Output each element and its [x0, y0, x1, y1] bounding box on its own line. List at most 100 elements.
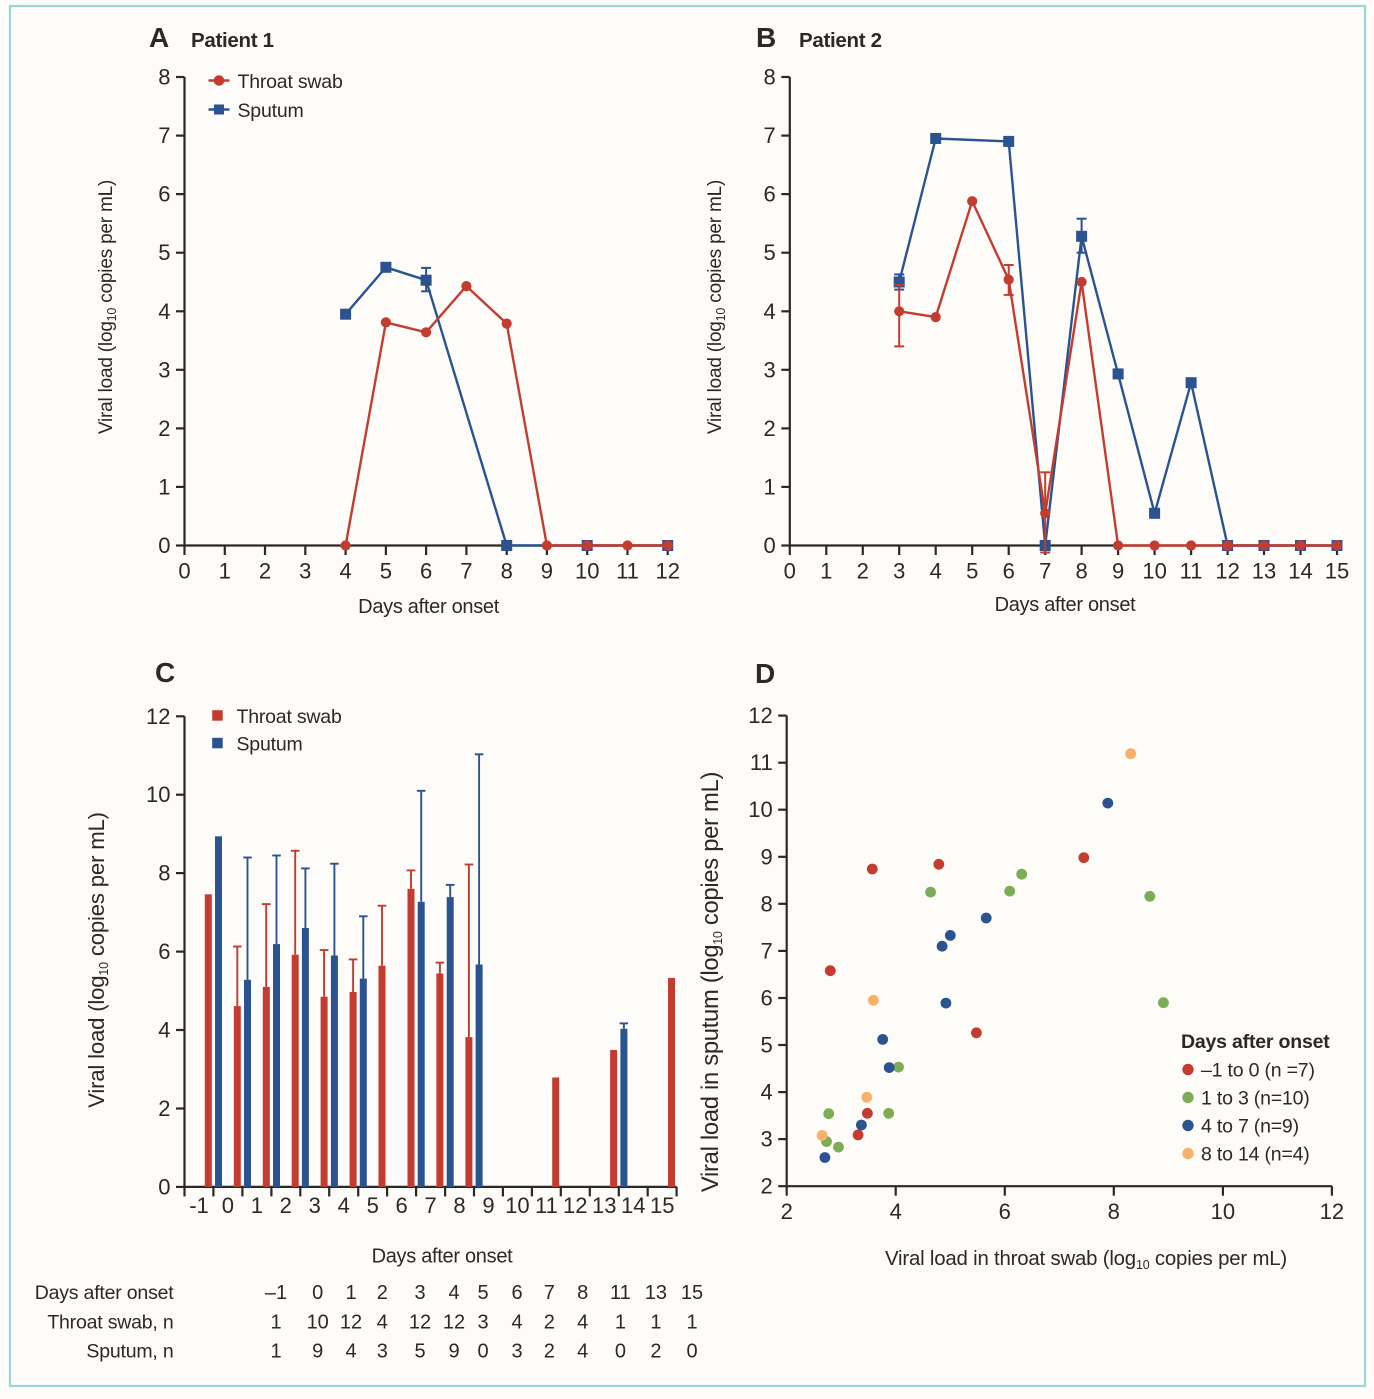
svg-text:Sputum, n: Sputum, n: [86, 1341, 173, 1363]
svg-text:0: 0: [158, 533, 170, 558]
svg-text:Throat swab: Throat swab: [238, 71, 343, 93]
svg-text:6: 6: [764, 182, 776, 207]
svg-text:2: 2: [377, 1282, 388, 1304]
svg-text:12: 12: [563, 1193, 587, 1218]
svg-text:6: 6: [999, 1199, 1011, 1224]
svg-text:Patient 2: Patient 2: [799, 29, 882, 52]
svg-text:2: 2: [650, 1341, 661, 1363]
svg-text:-1: -1: [189, 1193, 209, 1218]
svg-text:4 to 7 (n=9): 4 to 7 (n=9): [1201, 1116, 1299, 1138]
svg-text:0: 0: [764, 533, 776, 558]
svg-text:–1: –1: [265, 1282, 287, 1304]
svg-text:Viral load (log10 copies per m: Viral load (log10 copies per mL): [96, 180, 119, 434]
svg-text:3: 3: [511, 1341, 522, 1363]
svg-text:4: 4: [577, 1312, 588, 1334]
svg-text:4: 4: [345, 1341, 356, 1363]
svg-text:3: 3: [893, 559, 905, 584]
svg-text:3: 3: [158, 357, 170, 382]
svg-text:1: 1: [615, 1312, 626, 1334]
svg-text:Days after onset: Days after onset: [372, 1246, 514, 1268]
svg-text:2: 2: [764, 416, 776, 441]
svg-text:Sputum: Sputum: [237, 734, 303, 756]
svg-text:5: 5: [764, 240, 776, 265]
svg-text:Sputum: Sputum: [238, 100, 304, 122]
svg-text:11: 11: [750, 750, 773, 775]
svg-text:7: 7: [460, 559, 472, 584]
svg-text:D: D: [755, 658, 775, 689]
svg-text:3: 3: [414, 1282, 425, 1304]
svg-text:7: 7: [760, 938, 772, 963]
svg-text:9: 9: [482, 1193, 494, 1218]
svg-text:8 to 14 (n=4): 8 to 14 (n=4): [1201, 1144, 1310, 1166]
svg-text:12: 12: [146, 704, 170, 729]
svg-text:1: 1: [686, 1312, 697, 1334]
svg-text:3: 3: [477, 1312, 488, 1334]
svg-text:3: 3: [377, 1341, 388, 1363]
svg-text:2: 2: [280, 1193, 292, 1218]
svg-text:2: 2: [158, 416, 170, 441]
svg-text:15: 15: [681, 1282, 703, 1304]
svg-text:9: 9: [760, 844, 772, 869]
svg-text:4: 4: [158, 299, 170, 324]
svg-text:4: 4: [890, 1199, 902, 1224]
svg-text:9: 9: [541, 559, 553, 584]
svg-text:4: 4: [377, 1312, 388, 1334]
svg-text:8: 8: [577, 1282, 588, 1304]
svg-text:0: 0: [158, 1174, 170, 1199]
svg-text:4: 4: [760, 1080, 772, 1105]
svg-text:1: 1: [650, 1312, 661, 1334]
svg-text:Patient 1: Patient 1: [191, 29, 274, 52]
svg-text:0: 0: [477, 1341, 488, 1363]
svg-text:5: 5: [380, 559, 392, 584]
svg-text:8: 8: [158, 65, 170, 90]
svg-text:12: 12: [1320, 1199, 1344, 1224]
svg-text:Days after onset: Days after onset: [995, 594, 1137, 616]
svg-text:10: 10: [1211, 1199, 1235, 1224]
svg-text:0: 0: [615, 1341, 626, 1363]
svg-text:4: 4: [930, 559, 942, 584]
svg-text:3: 3: [309, 1193, 321, 1218]
svg-text:3: 3: [760, 1127, 772, 1152]
svg-text:3: 3: [299, 559, 311, 584]
svg-text:7: 7: [1039, 559, 1051, 584]
svg-text:Viral load in sputum (log10 co: Viral load in sputum (log10 copies per m…: [697, 772, 725, 1192]
svg-text:Viral load in throat swab (log: Viral load in throat swab (log10 copies …: [885, 1248, 1287, 1272]
svg-text:Viral load (log10 copies per m: Viral load (log10 copies per mL): [84, 812, 111, 1108]
svg-text:5: 5: [414, 1341, 425, 1363]
svg-text:12: 12: [748, 703, 772, 728]
svg-text:6: 6: [1003, 559, 1015, 584]
svg-text:11: 11: [1180, 559, 1203, 584]
svg-text:C: C: [155, 657, 175, 688]
svg-text:9: 9: [312, 1341, 323, 1363]
svg-text:11: 11: [535, 1193, 558, 1218]
svg-text:10: 10: [505, 1193, 529, 1218]
svg-text:5: 5: [966, 559, 978, 584]
svg-text:10: 10: [1142, 559, 1166, 584]
svg-text:7: 7: [764, 123, 776, 148]
svg-text:5: 5: [158, 240, 170, 265]
svg-text:6: 6: [158, 939, 170, 964]
svg-text:4: 4: [511, 1312, 522, 1334]
svg-text:6: 6: [395, 1193, 407, 1218]
svg-text:0: 0: [178, 559, 190, 584]
svg-text:12: 12: [340, 1312, 362, 1334]
svg-text:4: 4: [577, 1341, 588, 1363]
svg-text:10: 10: [575, 559, 599, 584]
svg-text:14: 14: [621, 1193, 645, 1218]
svg-text:8: 8: [1108, 1199, 1120, 1224]
svg-text:8: 8: [1075, 559, 1087, 584]
svg-text:10: 10: [307, 1312, 329, 1334]
svg-text:5: 5: [760, 1033, 772, 1058]
svg-text:6: 6: [511, 1282, 522, 1304]
svg-text:8: 8: [453, 1193, 465, 1218]
svg-text:Days after onset: Days after onset: [1181, 1031, 1330, 1053]
svg-text:8: 8: [764, 65, 776, 90]
svg-text:0: 0: [686, 1341, 697, 1363]
svg-text:1: 1: [270, 1341, 281, 1363]
svg-text:2: 2: [544, 1341, 555, 1363]
svg-text:5: 5: [477, 1282, 488, 1304]
svg-text:8: 8: [760, 891, 772, 916]
svg-text:Days after onset: Days after onset: [358, 596, 500, 618]
svg-text:2: 2: [259, 559, 271, 584]
svg-text:4: 4: [158, 1018, 170, 1043]
